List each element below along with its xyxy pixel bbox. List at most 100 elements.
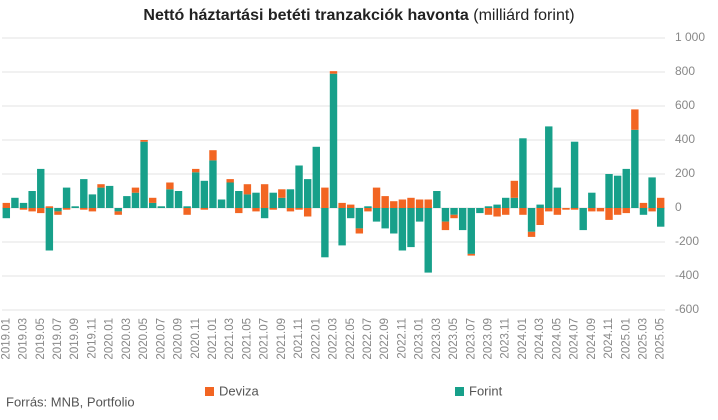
bar-segment — [37, 168, 45, 208]
bar-segment — [235, 208, 243, 214]
y-tick-label: 600 — [675, 98, 695, 112]
bar-segment — [174, 191, 183, 208]
bar-segment — [37, 208, 45, 214]
bar-segment — [278, 197, 286, 208]
bar-segment — [613, 175, 622, 208]
bar-segment — [45, 208, 54, 251]
legend-swatch — [455, 387, 464, 396]
bar-segment — [605, 208, 613, 220]
bar-segment — [131, 187, 140, 193]
y-tick-label: 0 — [675, 200, 682, 214]
bar-segment — [527, 231, 536, 237]
bar-segment — [596, 208, 605, 212]
labels: -600 -400 -200 0 200 400 600 800 1 000 2019.01 201… — [0, 30, 705, 398]
bar-segment — [148, 202, 157, 208]
x-tick-label: 2023.07 — [465, 318, 477, 360]
legend-swatch — [205, 387, 214, 396]
bar-segment — [192, 172, 200, 208]
x-tick-label: 2020.09 — [173, 318, 185, 360]
x-tick-label: 2022.05 — [345, 318, 357, 360]
bar-segment — [631, 109, 639, 130]
bar-segment — [347, 208, 355, 219]
bar-segment — [140, 140, 148, 142]
bar-segment — [312, 146, 320, 208]
bar-segment — [622, 168, 630, 208]
bar-segment — [243, 194, 252, 208]
x-tick-label: 2024.07 — [569, 318, 581, 360]
bar-segment — [648, 208, 656, 212]
y-tick-label: 200 — [675, 166, 695, 180]
y-tick-label: -400 — [675, 268, 699, 282]
bar-segment — [562, 208, 570, 210]
bar-segment — [467, 208, 475, 254]
bar-segment — [2, 202, 11, 208]
bar-segment — [329, 73, 338, 208]
bar-segment — [260, 208, 269, 219]
x-tick-label: 2020.01 — [104, 318, 116, 360]
x-tick-label: 2019.05 — [35, 318, 47, 360]
bar-segment — [364, 208, 372, 212]
x-tick-label: 2022.09 — [379, 318, 391, 360]
bar-segment — [519, 138, 527, 208]
x-tick-label: 2021.01 — [207, 318, 219, 360]
bar-segment — [200, 180, 209, 208]
x-tick-label: 2019.11 — [86, 318, 98, 359]
bar-segment — [252, 208, 260, 212]
bar-segment — [648, 177, 656, 208]
bar-segment — [200, 208, 209, 210]
bar-segment — [114, 211, 122, 215]
x-tick-label: 2023.11 — [500, 318, 512, 359]
bar-segment — [209, 150, 217, 161]
bar-segment — [217, 199, 226, 208]
bar-segment — [105, 185, 114, 208]
x-tick-label: 2019.09 — [69, 318, 81, 360]
bar-segment — [88, 208, 97, 212]
x-tick-label: 2020.11 — [190, 318, 202, 359]
bar-segment — [192, 168, 200, 173]
bar-segment — [295, 208, 303, 210]
bar-segment — [372, 187, 381, 208]
bar-segment — [398, 208, 407, 251]
bar-segment — [235, 191, 243, 208]
bar-segment — [398, 199, 407, 208]
bar-segment — [303, 208, 312, 217]
bar-segment — [166, 182, 174, 190]
bar-segment — [450, 208, 458, 215]
bar-segment — [338, 202, 346, 208]
bar-segment — [321, 208, 329, 258]
y-tick-label: 400 — [675, 132, 695, 146]
bar-segment — [347, 204, 355, 208]
bar-segment — [183, 206, 191, 208]
legend-label: Deviza — [219, 383, 260, 398]
x-tick-label: 2021.07 — [259, 318, 271, 360]
x-tick-label: 2019.07 — [52, 318, 64, 360]
bar-segment — [519, 208, 527, 215]
bar-segment — [639, 202, 648, 208]
bar-segment — [588, 192, 596, 208]
bar-segment — [622, 208, 630, 214]
x-tick-label: 2022.01 — [310, 318, 322, 360]
bar-segment — [28, 191, 36, 208]
bar-segment — [295, 165, 303, 208]
bar-segment — [493, 204, 501, 208]
x-tick-label: 2025.01 — [620, 318, 632, 360]
bar-segment — [433, 191, 441, 208]
bar-segment — [243, 184, 252, 195]
bar-segment — [372, 208, 381, 222]
bar-segment — [381, 208, 389, 229]
bar-segment — [656, 208, 665, 227]
bar-segment — [45, 206, 54, 208]
x-tick-label: 2023.01 — [414, 318, 426, 360]
bar-segment — [450, 214, 458, 219]
y-tick-label: -600 — [675, 302, 699, 316]
bar-segment — [424, 199, 432, 208]
bar-segment — [338, 208, 346, 246]
bar-segment — [278, 189, 286, 198]
bar-segment — [527, 208, 536, 232]
bar-segment — [536, 208, 544, 225]
x-tick-label: 2024.01 — [517, 318, 529, 360]
bar-segment — [536, 204, 544, 208]
bar-segment — [484, 206, 493, 208]
bar-segment — [502, 208, 510, 215]
